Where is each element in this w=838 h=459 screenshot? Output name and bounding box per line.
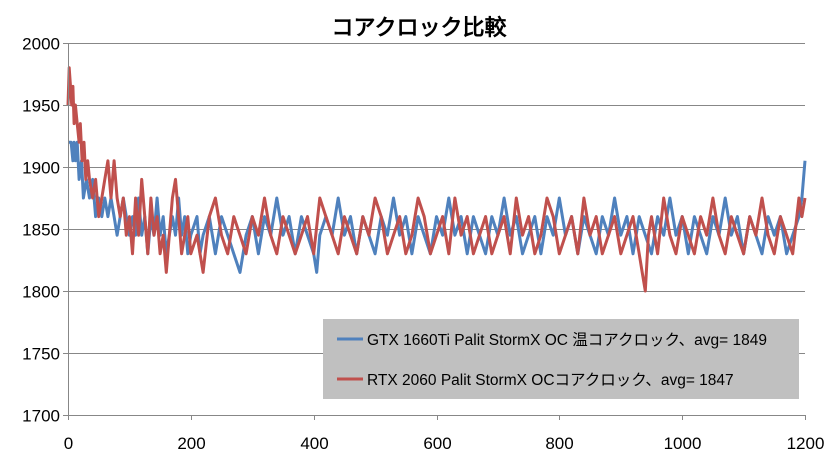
legend-label-2: RTX 2060 Palit StormX OCコアクロック、avg= 1847 <box>367 371 734 389</box>
x-tick-label: 200 <box>177 434 205 453</box>
gridlines <box>68 43 805 354</box>
tick-labels: 1700 1750 1800 1850 1900 1950 2000 0 200 400 600 80… <box>22 35 824 454</box>
y-tick-label: 1700 <box>22 407 60 426</box>
chart-title: コアクロック比較 <box>332 15 508 41</box>
x-tick-label: 0 <box>64 434 73 453</box>
x-tick-label: 400 <box>300 434 328 453</box>
y-tick-label: 1900 <box>22 159 60 178</box>
x-tick-label: 800 <box>545 434 573 453</box>
y-tick-label: 1800 <box>22 283 60 302</box>
legend-box <box>323 319 799 399</box>
x-tick-label: 1000 <box>664 434 702 453</box>
x-tick-label: 600 <box>423 434 451 453</box>
x-tick-label: 1200 <box>787 434 825 453</box>
axes <box>63 43 806 420</box>
series-layer <box>66 66 807 293</box>
series-line-2 <box>66 66 807 293</box>
legend: GTX 1660Ti Palit StormX OC 温コアクロック、avg= … <box>323 319 799 399</box>
y-tick-label: 2000 <box>22 35 60 54</box>
y-tick-label: 1750 <box>22 345 60 364</box>
legend-label-1: GTX 1660Ti Palit StormX OC 温コアクロック、avg= … <box>367 331 767 349</box>
y-tick-label: 1850 <box>22 221 60 240</box>
y-tick-label: 1950 <box>22 97 60 116</box>
